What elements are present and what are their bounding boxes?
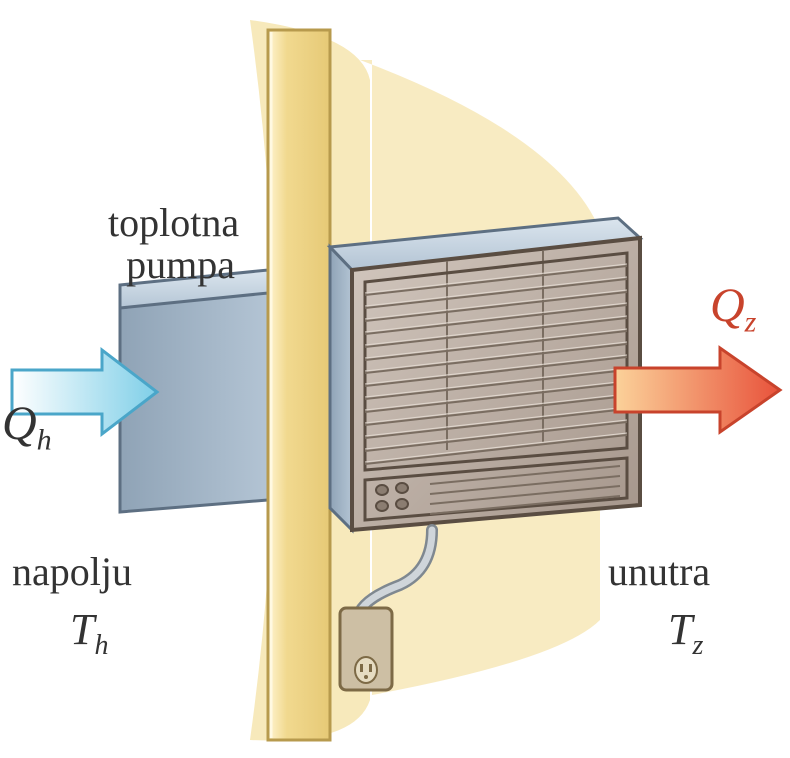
Th-sym: T — [70, 605, 94, 654]
label-Qh: Qh — [2, 396, 52, 458]
outlet-socket — [355, 657, 377, 683]
Tz-sub: z — [692, 630, 703, 661]
socket-slot — [360, 664, 363, 672]
label-pump-line1: toplotna — [108, 200, 239, 245]
Qz-sym: Q — [710, 279, 745, 332]
outside-text: napolju — [12, 549, 132, 594]
label-Th: Th — [70, 604, 108, 662]
label-Qz: Qz — [710, 278, 756, 340]
label-pump: toplotna pumpa — [108, 202, 239, 286]
socket-ground — [364, 675, 368, 679]
Tz-sym: T — [668, 605, 692, 654]
indoor-casing-side — [330, 247, 352, 530]
label-Tz: Tz — [668, 604, 703, 662]
label-outside: napolju — [12, 548, 132, 595]
inside-text: unutra — [608, 549, 710, 594]
label-pump-line2: pumpa — [126, 242, 235, 287]
socket-slot — [369, 664, 372, 672]
Qz-sub: z — [745, 306, 757, 339]
wall-panel — [268, 30, 330, 740]
heat-pump-diagram: toplotna pumpa Qh Qz napolju unutra Th T… — [0, 0, 790, 758]
label-inside: unutra — [608, 548, 710, 595]
Th-sub: h — [94, 630, 108, 661]
Qh-sym: Q — [2, 397, 37, 450]
Qh-sub: h — [37, 424, 52, 457]
